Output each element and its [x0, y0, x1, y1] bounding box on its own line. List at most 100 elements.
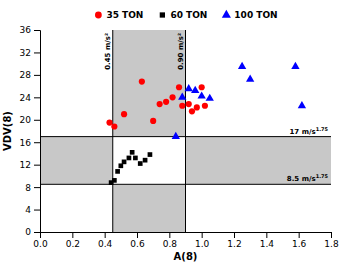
tick-label: 36 — [20, 25, 32, 35]
legend: 35 TON 60 TON 100 TON — [95, 10, 278, 20]
point — [148, 152, 153, 157]
tick-mark — [331, 232, 332, 238]
point — [169, 94, 175, 100]
tick-mark — [234, 232, 235, 238]
line-label: 0.45 m/s² — [104, 33, 112, 70]
reference-line — [40, 184, 331, 185]
x-axis-title: A(8) — [174, 251, 198, 262]
point — [246, 75, 254, 82]
point — [238, 62, 246, 69]
point — [115, 169, 120, 174]
point — [111, 123, 117, 129]
tick-mark — [72, 232, 73, 238]
series — [106, 79, 208, 130]
tick-mark — [34, 75, 40, 76]
point — [206, 94, 214, 101]
legend-symbol — [95, 12, 102, 19]
point — [121, 111, 127, 117]
point — [143, 158, 148, 163]
point — [133, 156, 138, 161]
legend-symbol — [160, 12, 165, 17]
point — [157, 101, 163, 107]
line-label: 17 m/s1.75 — [289, 126, 328, 136]
point — [139, 79, 145, 85]
point — [185, 84, 193, 91]
legend-label: 60 TON — [170, 10, 207, 20]
tick-mark — [34, 120, 40, 121]
legend-symbol — [222, 10, 231, 18]
tick-label: 0.6 — [130, 239, 145, 249]
tick-label: 16 — [20, 138, 32, 148]
point — [198, 91, 206, 98]
tick-label: 1.2 — [227, 239, 241, 249]
tick-mark — [34, 165, 40, 166]
point — [191, 86, 199, 93]
tick-label: 0.2 — [66, 239, 80, 249]
legend-item: 35 TON — [95, 10, 143, 20]
point — [189, 108, 195, 114]
tick-mark — [137, 232, 138, 238]
point — [199, 84, 205, 90]
point — [194, 104, 200, 110]
tick: 0.0 — [33, 232, 48, 249]
tick: 0.6 — [130, 232, 145, 249]
point — [106, 119, 112, 125]
tick: 16 — [20, 138, 40, 148]
y-axis-title: VDV(8) — [2, 111, 13, 151]
line-label-superscript: 1.75 — [316, 173, 329, 179]
tick-label: 0.4 — [98, 239, 113, 249]
tick-label: 24 — [20, 93, 32, 103]
plot-area — [40, 30, 331, 232]
tick-mark — [34, 232, 40, 233]
tick: 0.4 — [98, 232, 113, 249]
tick-mark — [202, 232, 203, 238]
tick: 4 — [25, 205, 40, 215]
tick-mark — [34, 142, 40, 143]
tick-label: 28 — [20, 70, 32, 80]
series — [109, 150, 152, 185]
point — [176, 84, 182, 90]
point — [178, 93, 186, 100]
tick: 1.0 — [195, 232, 210, 249]
tick: 1.8 — [324, 232, 339, 249]
axis-line — [41, 233, 332, 239]
tick: 12 — [20, 160, 40, 170]
tick: 36 — [20, 25, 40, 35]
tick: 32 — [20, 48, 40, 58]
tick-mark — [34, 187, 40, 188]
point — [150, 118, 156, 124]
series — [172, 62, 306, 139]
point — [127, 156, 132, 161]
tick-label: 0.0 — [33, 239, 48, 249]
legend-label: 100 TON — [234, 10, 277, 20]
point — [130, 150, 135, 155]
point — [138, 161, 143, 166]
tick-label: 20 — [20, 115, 32, 125]
reference-line — [185, 30, 186, 232]
tick: 0 — [25, 227, 40, 237]
tick-label: 4 — [25, 205, 31, 215]
point — [163, 99, 169, 105]
tick: 20 — [20, 115, 40, 125]
tick-label: 0.8 — [163, 239, 178, 249]
tick-label: 0 — [25, 227, 31, 237]
tick: 8 — [25, 182, 40, 192]
legend-label: 35 TON — [106, 10, 143, 20]
point — [202, 103, 208, 109]
tick-mark — [266, 232, 267, 238]
reference-line — [40, 136, 331, 137]
line-label: 8.5 m/s1.75 — [287, 173, 329, 183]
tick-label: 12 — [20, 160, 31, 170]
shaded-region — [113, 137, 186, 185]
tick-mark — [34, 97, 40, 98]
tick-label: 1.8 — [324, 239, 339, 249]
tick-mark — [34, 52, 40, 53]
point — [298, 101, 306, 108]
y-axis: 0 4 8 12 16 20 24 28 32 36 — [20, 25, 41, 237]
point — [112, 178, 117, 183]
point — [186, 101, 192, 107]
tick-mark — [34, 30, 40, 31]
tick-mark — [299, 232, 300, 238]
tick: 1.6 — [292, 232, 307, 249]
point — [179, 103, 185, 109]
